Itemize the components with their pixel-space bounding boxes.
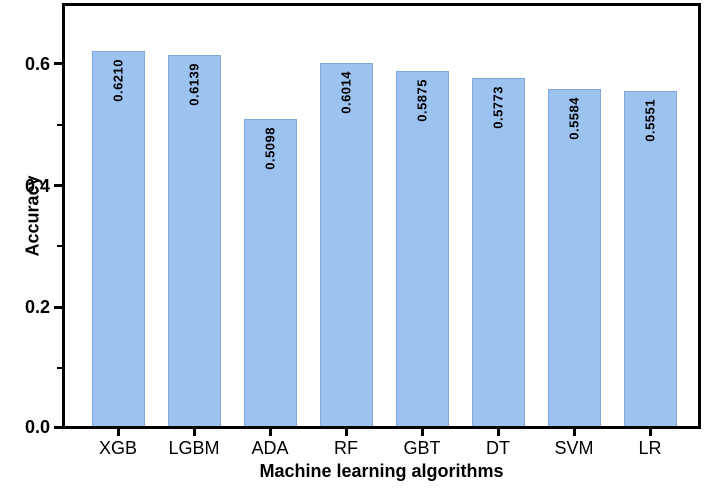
bar-value-label: 0.6139 bbox=[186, 63, 202, 106]
x-tick bbox=[648, 429, 652, 436]
y-tick-label: 0.0 bbox=[24, 417, 50, 437]
bars-group: 0.6210 0.6139 0.5098 0.6014 0.5875 0.5773 0.55… bbox=[65, 6, 698, 426]
bar-rf: 0.6014 bbox=[319, 63, 373, 426]
y-tick-label: 0.6 bbox=[24, 53, 50, 74]
bar-ada: 0.5098 bbox=[243, 119, 297, 426]
x-category-svm: SVM bbox=[536, 429, 612, 459]
bar-xgb: 0.6210 bbox=[91, 51, 145, 426]
x-category-lgbm: LGBM bbox=[156, 429, 232, 459]
y-tick-label: 0.4 bbox=[24, 175, 50, 196]
x-tick bbox=[496, 429, 500, 436]
x-tick bbox=[116, 429, 120, 436]
x-tick-label: DT bbox=[486, 438, 510, 458]
bar-value-label: 0.6014 bbox=[338, 71, 354, 114]
bar-value-label: 0.6210 bbox=[110, 59, 126, 102]
y-minor-tick bbox=[57, 245, 62, 248]
x-tick-label: GBT bbox=[403, 438, 441, 458]
x-tick-label: SVM bbox=[554, 438, 594, 458]
x-axis-title: Machine learning algorithms bbox=[259, 461, 504, 481]
x-tick-label: RF bbox=[334, 438, 358, 458]
bar-lr: 0.5551 bbox=[623, 91, 677, 426]
x-category-dt: DT bbox=[460, 429, 536, 459]
y-minor-tick bbox=[57, 367, 62, 370]
bar-gbt: 0.5875 bbox=[395, 71, 449, 426]
bar-value-label: 0.5098 bbox=[262, 127, 278, 170]
y-major-tick bbox=[54, 62, 62, 66]
x-category-ada: ADA bbox=[232, 429, 308, 459]
x-tick-label: LR bbox=[638, 438, 662, 458]
y-minor-tick bbox=[57, 123, 62, 126]
x-tick bbox=[268, 429, 272, 436]
x-tick bbox=[572, 429, 576, 436]
y-major-tick bbox=[54, 305, 62, 309]
bar-value-label: 0.5875 bbox=[414, 79, 430, 122]
x-category-rf: RF bbox=[308, 429, 384, 459]
x-tick bbox=[420, 429, 424, 436]
x-tick-label: ADA bbox=[251, 438, 289, 458]
x-category-xgb: XGB bbox=[80, 429, 156, 459]
plot-area: 0.6210 0.6139 0.5098 0.6014 0.5875 0.5773 0.55… bbox=[62, 3, 701, 429]
x-tick-label: XGB bbox=[98, 438, 137, 458]
y-major-tick bbox=[54, 184, 62, 188]
bar-value-label: 0.5773 bbox=[490, 86, 506, 129]
y-major-tick bbox=[54, 426, 62, 429]
x-tick-label: LGBM bbox=[168, 438, 220, 458]
x-category-gbt: GBT bbox=[384, 429, 460, 459]
x-tick bbox=[192, 429, 196, 436]
x-tick bbox=[344, 429, 348, 436]
bar-value-label: 0.5584 bbox=[566, 97, 582, 140]
y-tick-label: 0.2 bbox=[24, 297, 50, 318]
bar-lgbm: 0.6139 bbox=[167, 55, 221, 426]
bar-svm: 0.5584 bbox=[547, 89, 601, 426]
bar-value-label: 0.5551 bbox=[642, 99, 658, 142]
x-category-lr: LR bbox=[612, 429, 688, 459]
bar-dt: 0.5773 bbox=[471, 78, 525, 426]
